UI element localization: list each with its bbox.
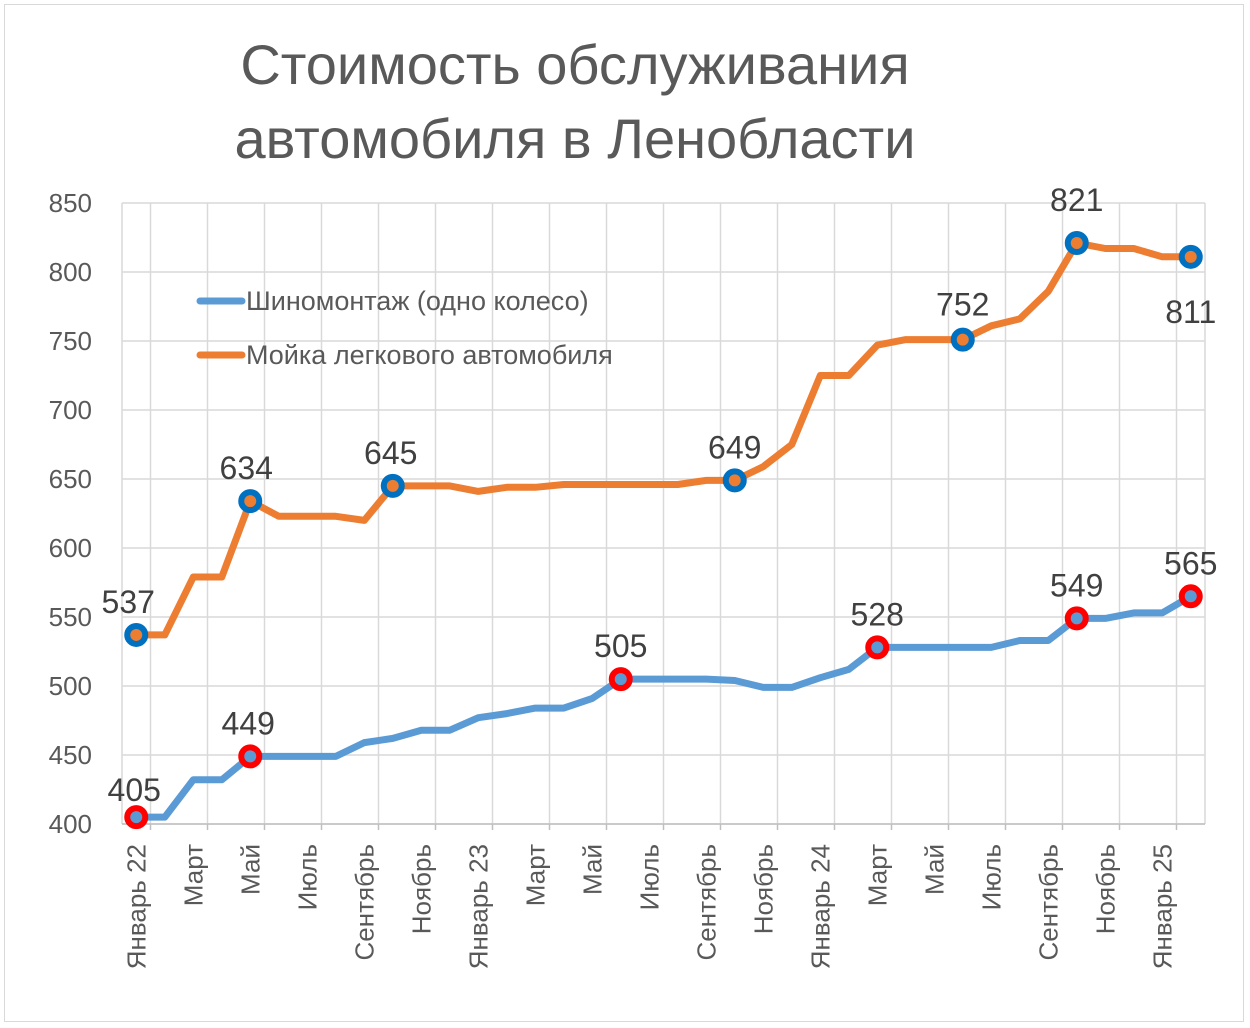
x-tick-label: Март (520, 844, 550, 906)
x-tick-label: Сентябрь (691, 844, 721, 960)
x-tick-label: Сентябрь (1033, 844, 1063, 960)
data-label: 449 (222, 705, 275, 741)
data-label: 811 (1165, 294, 1216, 330)
x-tick-label: Июль (634, 844, 664, 910)
x-tick-label: Ноябрь (1090, 844, 1120, 934)
data-point-marker (1178, 584, 1203, 609)
legend-label: Мойка легкового автомобиля (246, 340, 613, 370)
x-tick-label: Май (919, 844, 949, 895)
data-label: 649 (708, 429, 761, 465)
x-tick-label: Январь 25 (1147, 844, 1177, 969)
data-point-marker (950, 327, 975, 352)
data-point-marker (238, 489, 263, 514)
x-tick-label: Январь 22 (121, 844, 151, 969)
x-tick-label: Январь 23 (463, 844, 493, 969)
data-point-marker (124, 622, 149, 647)
y-tick-label: 450 (49, 740, 92, 770)
x-tick-label: Март (178, 844, 208, 906)
data-label: 634 (220, 450, 273, 486)
data-label: 549 (1050, 567, 1103, 603)
data-label: 528 (851, 596, 904, 632)
x-tick-label: Январь 24 (805, 844, 835, 969)
data-label: 505 (594, 628, 647, 664)
y-tick-label: 700 (49, 395, 92, 425)
x-tick-label: Май (235, 844, 265, 895)
data-point-marker (380, 473, 405, 498)
data-label: 821 (1050, 182, 1103, 218)
chart-title-line-1: Стоимость обслуживания (240, 33, 910, 96)
chart-title-line-2: автомобиля в Ленобласти (234, 107, 916, 170)
y-tick-label: 800 (49, 257, 92, 287)
legend: Шиномонтаж (одно колесо) Мойка легкового … (196, 286, 613, 370)
x-tick-label: Сентябрь (349, 844, 379, 960)
series-layer (124, 231, 1203, 830)
x-tick-label: Июль (292, 844, 322, 910)
x-tick-label: Июль (976, 844, 1006, 910)
data-point-marker (124, 805, 149, 830)
x-tick-label: Май (577, 844, 607, 895)
chart-frame (4, 4, 1244, 1022)
data-point-marker (1178, 244, 1203, 269)
y-tick-label: 500 (49, 671, 92, 701)
y-tick-label: 550 (49, 602, 92, 632)
data-labels: 405 449 505 528 549 565 537 634 645 649 752 821 811 (102, 182, 1218, 808)
data-label: 405 (108, 772, 161, 808)
y-tick-label: 850 (49, 188, 92, 218)
data-point-marker (865, 635, 890, 660)
x-tick-label: Ноябрь (406, 844, 436, 934)
legend-label: Шиномонтаж (одно колесо) (246, 286, 589, 316)
data-point-marker (238, 744, 263, 769)
y-tick-label: 750 (49, 326, 92, 356)
chart-title: Стоимость обслуживания автомобиля в Лено… (0, 28, 1150, 176)
data-label: 752 (936, 287, 989, 323)
data-label: 565 (1164, 545, 1217, 581)
x-tick-label: Март (862, 844, 892, 906)
series-line-tire-service (132, 592, 1195, 821)
data-point-marker (722, 468, 747, 493)
data-point-marker (1064, 231, 1089, 256)
data-label: 537 (102, 584, 155, 620)
data-point-marker (608, 667, 633, 692)
data-point-marker (1064, 606, 1089, 631)
y-tick-label: 600 (49, 533, 92, 563)
x-tick-label: Ноябрь (748, 844, 778, 934)
y-tick-label: 650 (49, 464, 92, 494)
axes: 400 450 500 550 600 650 700 750 800 850 Январь 22 М… (49, 188, 1205, 969)
series-line-car-wash (132, 239, 1195, 639)
data-label: 645 (364, 435, 417, 471)
y-tick-label: 400 (49, 809, 92, 839)
